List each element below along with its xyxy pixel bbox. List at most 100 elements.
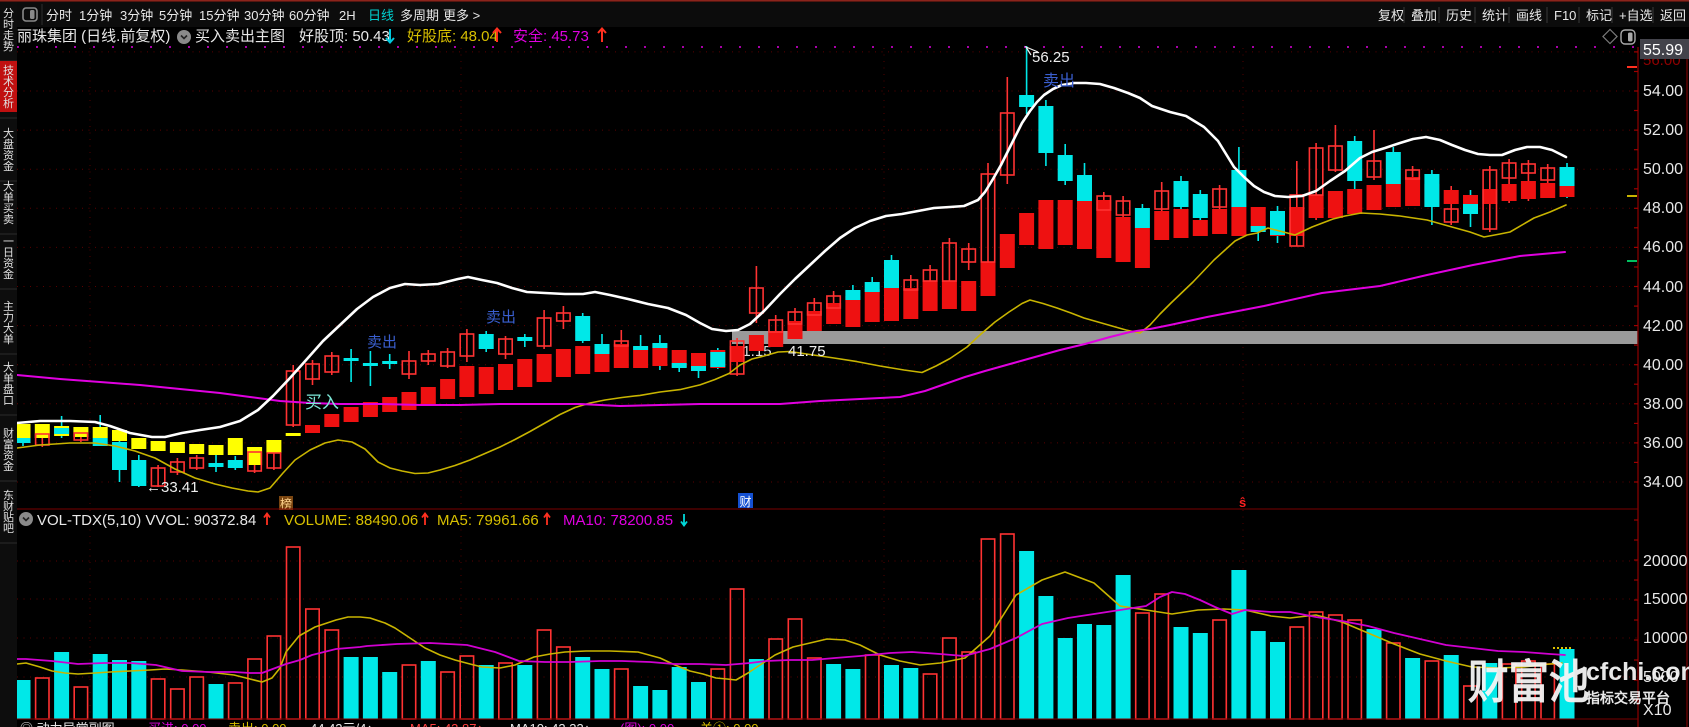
svg-text:MA10: 78200.85: MA10: 78200.85 (563, 512, 673, 529)
svg-text:41.75: 41.75 (788, 343, 826, 360)
svg-text:44.42元/4↑: 44.42元/4↑ (310, 721, 373, 727)
svg-text:贴: 贴 (3, 510, 14, 524)
svg-text:盘: 盘 (3, 137, 14, 151)
svg-text:MA5: 79961.66: MA5: 79961.66 (437, 512, 539, 529)
svg-text:2H: 2H (339, 8, 356, 23)
svg-text:术: 术 (3, 75, 14, 88)
svg-text:40.00: 40.00 (1643, 357, 1683, 374)
svg-text:(图): 0.00: (图): 0.00 (620, 721, 674, 727)
svg-text:50.00: 50.00 (1643, 161, 1683, 178)
svg-text:大: 大 (3, 126, 14, 140)
svg-text:买入卖出主图: 买入卖出主图 (195, 28, 285, 45)
svg-text:安全: 45.73: 安全: 45.73 (513, 27, 589, 45)
svg-text:55.99: 55.99 (1643, 42, 1683, 59)
svg-text:返回: 返回 (1660, 8, 1686, 23)
svg-text:60分钟: 60分钟 (289, 8, 329, 23)
svg-text:←33.41: ←33.41 (146, 479, 199, 496)
svg-text:卖出: 卖出 (367, 334, 397, 351)
svg-text:ŝ: ŝ (1239, 495, 1246, 510)
svg-text:大: 大 (3, 179, 14, 193)
svg-text:15分钟: 15分钟 (199, 8, 239, 23)
svg-text:财: 财 (3, 499, 14, 513)
svg-text:+自选: +自选 (1619, 8, 1653, 23)
svg-text:56.25: 56.25 (1032, 49, 1070, 66)
svg-text:关①: 0.00: 关①: 0.00 (700, 721, 759, 727)
svg-text:5分钟: 5分钟 (159, 8, 192, 23)
svg-text:多周期: 多周期 (400, 8, 439, 23)
svg-text:卖出: 0.00: 卖出: 0.00 (228, 721, 287, 727)
svg-text:资: 资 (3, 449, 14, 462)
svg-text:单: 单 (3, 372, 14, 385)
svg-text:买进: 0.00: 买进: 0.00 (148, 721, 207, 727)
svg-text:卖出: 卖出 (1043, 72, 1075, 90)
svg-text:叠加: 叠加 (1411, 8, 1437, 23)
svg-text:金: 金 (3, 267, 14, 281)
svg-text:48.00: 48.00 (1643, 200, 1683, 217)
svg-text:力: 力 (3, 311, 14, 324)
svg-text:5000: 5000 (1643, 669, 1679, 686)
svg-text:15000: 15000 (1643, 591, 1688, 608)
svg-text:丽珠集团 (日线.前复权): 丽珠集团 (日线.前复权) (17, 27, 170, 45)
svg-text:画线: 画线 (1516, 8, 1542, 23)
svg-text:技: 技 (3, 64, 14, 77)
svg-text:好股底: 48.04: 好股底: 48.04 (407, 28, 498, 45)
svg-text:时: 时 (3, 18, 14, 31)
svg-text:54.00: 54.00 (1643, 83, 1683, 100)
svg-text:MA5: 43.87↑: MA5: 43.87↑ (410, 721, 483, 727)
svg-text:一: 一 (3, 236, 14, 248)
svg-text:单: 单 (3, 191, 14, 204)
svg-text:财富池: 财富池 (1468, 658, 1589, 709)
svg-text:标记: 标记 (1586, 8, 1612, 23)
svg-text:分时: 分时 (46, 8, 72, 23)
svg-text:1分钟: 1分钟 (79, 8, 112, 23)
svg-text:cfchi.com: cfchi.com (1586, 658, 1689, 686)
svg-text:44.00: 44.00 (1643, 279, 1683, 296)
svg-text:VOLUME: 88490.06: VOLUME: 88490.06 (284, 512, 418, 529)
svg-text:卖: 卖 (3, 213, 14, 226)
svg-text:金: 金 (3, 459, 14, 473)
svg-text:3分钟: 3分钟 (120, 8, 153, 23)
svg-text:资: 资 (3, 149, 14, 162)
svg-text:30分钟: 30分钟 (244, 8, 284, 23)
svg-text:指标交易平台: 指标交易平台 (1586, 690, 1670, 706)
svg-text:20000: 20000 (1643, 553, 1688, 570)
svg-text:10000: 10000 (1643, 630, 1688, 647)
svg-text:好股顶: 50.43: 好股顶: 50.43 (299, 28, 390, 45)
svg-text:买入: 买入 (305, 393, 339, 412)
svg-text:走: 走 (3, 29, 14, 42)
svg-text:46.00: 46.00 (1643, 239, 1683, 256)
svg-text:52.00: 52.00 (1643, 122, 1683, 139)
svg-text:F10: F10 (1554, 8, 1576, 23)
svg-text:分: 分 (3, 86, 14, 99)
svg-text:统计: 统计 (1482, 8, 1508, 23)
svg-text:口: 口 (3, 395, 14, 407)
svg-text:38.00: 38.00 (1643, 396, 1683, 413)
svg-text:日: 日 (3, 247, 14, 259)
svg-text:单: 单 (3, 333, 14, 346)
svg-text:VOL-TDX(5,10) VVOL: 90372.84: VOL-TDX(5,10) VVOL: 90372.84 (37, 512, 256, 529)
svg-text:MA10: 43.33↑: MA10: 43.33↑ (510, 721, 590, 727)
svg-text:分: 分 (3, 7, 14, 20)
svg-text:大: 大 (3, 360, 14, 374)
svg-text:42.00: 42.00 (1643, 318, 1683, 335)
svg-text:◎ 动力异常副图: ◎ 动力异常副图 (20, 721, 115, 727)
svg-text:析: 析 (3, 96, 14, 110)
svg-text:主: 主 (3, 300, 14, 313)
svg-text:势: 势 (3, 40, 14, 53)
svg-text:榜: 榜 (280, 496, 292, 511)
svg-text:36.00: 36.00 (1643, 435, 1683, 452)
svg-text:买: 买 (3, 202, 14, 215)
svg-text:财: 财 (3, 426, 14, 440)
svg-text:复权: 复权 (1378, 8, 1404, 23)
svg-text:财: 财 (740, 495, 752, 509)
svg-text:金: 金 (3, 159, 14, 173)
svg-text:X10: X10 (1643, 702, 1672, 719)
svg-text:大: 大 (3, 321, 14, 335)
svg-text:东: 东 (3, 489, 14, 502)
svg-text:盘: 盘 (3, 382, 14, 396)
svg-text:日线: 日线 (368, 8, 394, 23)
svg-text:资: 资 (3, 257, 14, 270)
svg-text:富: 富 (3, 437, 14, 451)
svg-text:卖出: 卖出 (486, 309, 516, 326)
svg-text:更多 >: 更多 > (443, 8, 480, 23)
